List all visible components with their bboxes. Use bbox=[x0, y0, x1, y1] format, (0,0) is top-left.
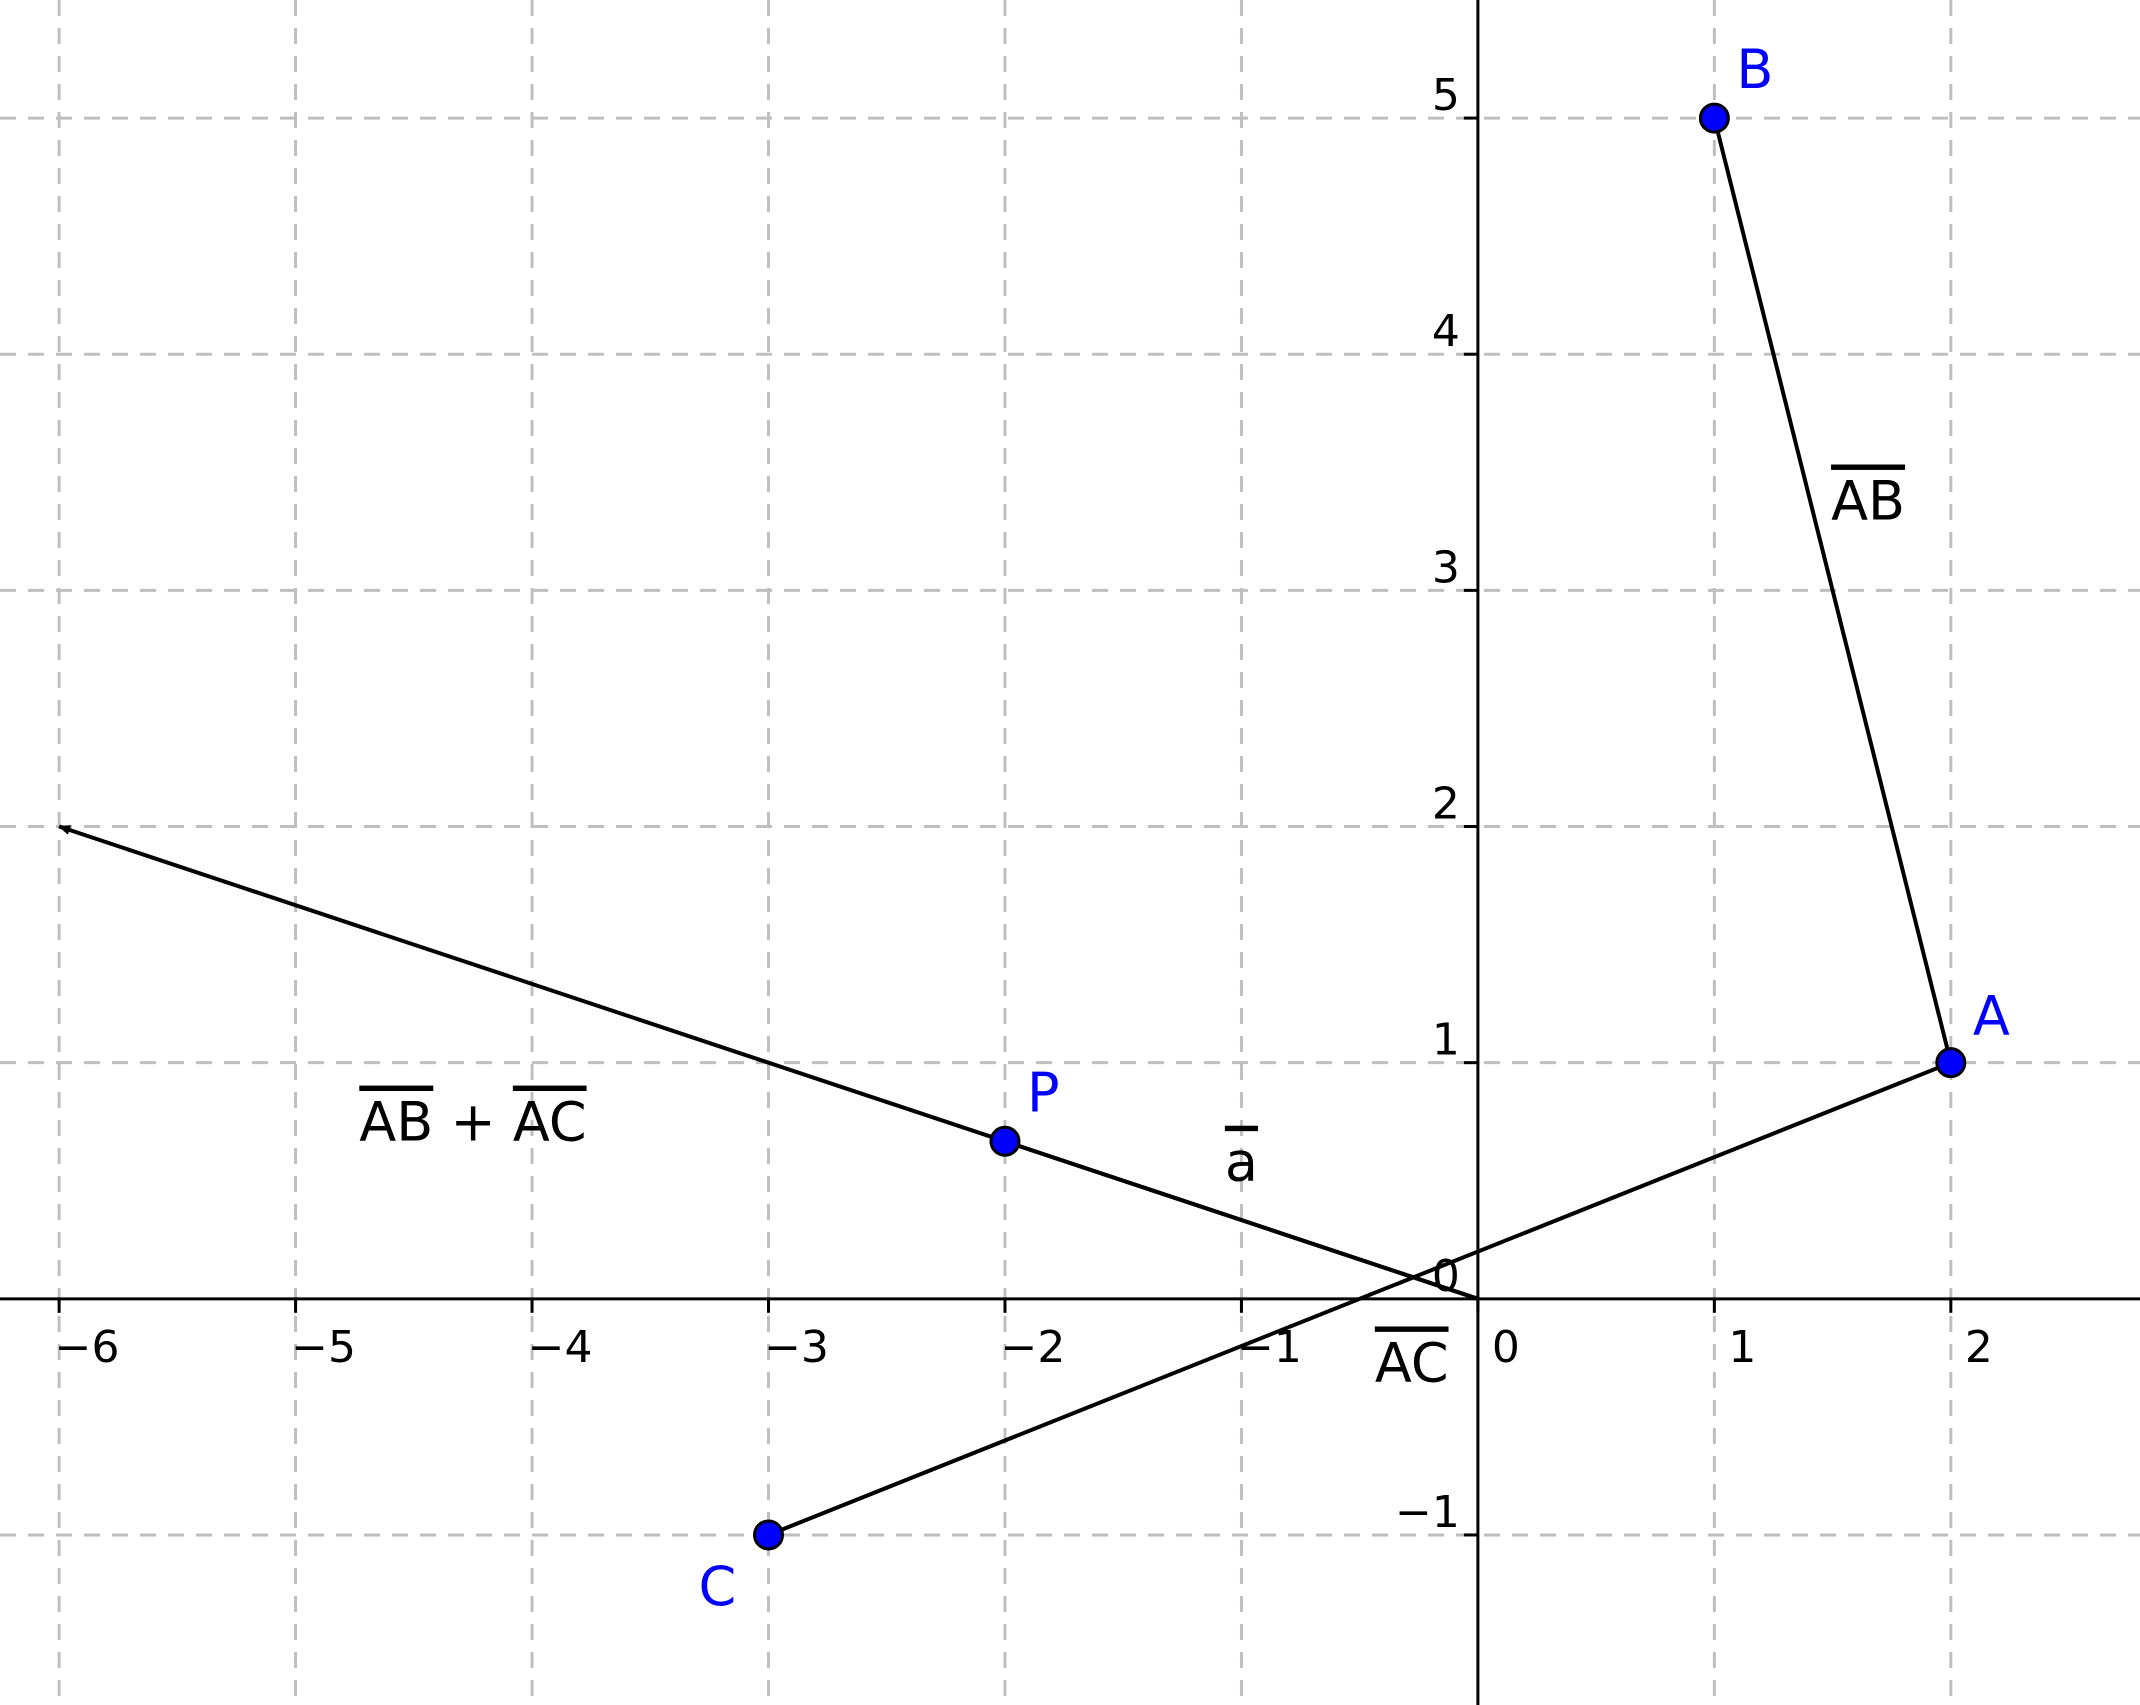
vector-label-ab-plus-ac: AB + AC bbox=[359, 1091, 586, 1154]
point-label-c: C bbox=[699, 1555, 737, 1618]
x-tick-label: −4 bbox=[528, 1322, 593, 1373]
x-tick-label: −3 bbox=[764, 1322, 829, 1373]
vectors bbox=[58, 117, 1953, 1537]
y-tick-label: −1 bbox=[1395, 1487, 1460, 1538]
x-tick-label: −2 bbox=[1001, 1322, 1066, 1373]
y-tick-label: 2 bbox=[1432, 779, 1460, 830]
y-tick-label: 4 bbox=[1432, 306, 1460, 357]
y-tick-label: 5 bbox=[1432, 70, 1460, 121]
point-label-p: P bbox=[1027, 1061, 1060, 1124]
x-tick-label: 1 bbox=[1728, 1322, 1756, 1373]
x-tick-label: −6 bbox=[55, 1322, 120, 1373]
vector-ac bbox=[767, 1060, 1952, 1537]
vector-label-ab: AB bbox=[1831, 470, 1905, 533]
vector-labels: AB AC a AB + AC bbox=[359, 470, 1905, 1395]
vector-ab bbox=[1712, 117, 1953, 1064]
x-tick-label: 2 bbox=[1965, 1322, 1993, 1373]
point-p[interactable] bbox=[989, 1125, 1021, 1157]
vector-ab-plus-ac bbox=[58, 824, 1479, 1301]
point-b[interactable] bbox=[1698, 102, 1730, 134]
y-tick-label: 3 bbox=[1432, 542, 1460, 593]
point-label-b: B bbox=[1736, 38, 1773, 101]
point-c[interactable] bbox=[753, 1519, 785, 1551]
x-tick-label: 0 bbox=[1492, 1322, 1520, 1373]
point-label-a: A bbox=[1973, 985, 2010, 1048]
point-a[interactable] bbox=[1935, 1047, 1967, 1079]
x-tick-label: −5 bbox=[291, 1322, 356, 1373]
x-tick-label: −1 bbox=[1237, 1322, 1302, 1373]
y-tick-label: 1 bbox=[1432, 1015, 1460, 1066]
vector-label-ac: AC bbox=[1375, 1331, 1449, 1394]
vector-label-a: a bbox=[1225, 1131, 1258, 1194]
